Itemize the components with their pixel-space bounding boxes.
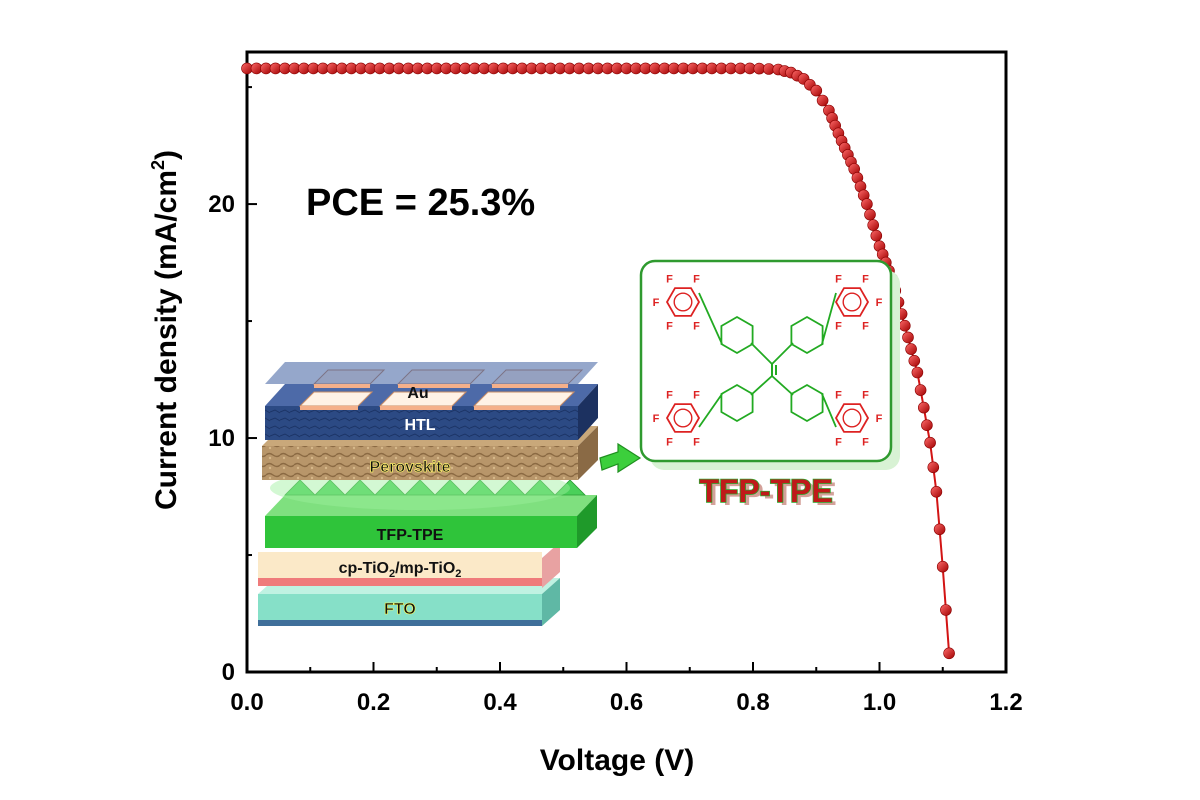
x-axis: 0.0 0.2 0.4 0.6 0.8 1.0 1.2 bbox=[230, 662, 1023, 716]
bond bbox=[771, 342, 794, 365]
bond bbox=[821, 292, 837, 345]
benzene-ring bbox=[790, 315, 824, 355]
y-tick-label: 10 bbox=[208, 425, 235, 452]
data-point bbox=[905, 343, 917, 355]
x-axis-title: Voltage (V) bbox=[540, 744, 694, 777]
data-point bbox=[816, 94, 829, 107]
layer-tio2-label: cp-TiO2/mp-TiO2 bbox=[339, 560, 462, 580]
x-tick-label: 0.0 bbox=[230, 689, 263, 716]
layer-tfp-tpe-label: TFP-TPE bbox=[377, 527, 444, 544]
fluorine-atom: F bbox=[693, 436, 700, 448]
fluorine-atom: F bbox=[666, 320, 673, 332]
data-point bbox=[864, 208, 876, 221]
data-point bbox=[933, 523, 946, 536]
data-point bbox=[914, 384, 927, 396]
fluorine-atom: F bbox=[835, 274, 842, 286]
fluorine-atom: F bbox=[653, 297, 660, 309]
data-point bbox=[908, 354, 921, 367]
x-tick-label: 0.4 bbox=[483, 689, 517, 716]
fluorine-atom: F bbox=[666, 274, 673, 286]
data-point bbox=[943, 647, 955, 660]
x-tick-label: 1.0 bbox=[863, 689, 896, 716]
layer-fto-label: FTO bbox=[384, 601, 416, 618]
data-point bbox=[898, 319, 911, 332]
data-point bbox=[810, 84, 823, 97]
molecule-name: TFP-TPE bbox=[699, 473, 832, 509]
bond bbox=[698, 292, 723, 345]
layer-tfp-tpe bbox=[265, 516, 577, 548]
data-point bbox=[940, 604, 952, 616]
layer-perovskite-label: Perovskite bbox=[370, 459, 451, 476]
x-tick-label: 0.6 bbox=[610, 689, 643, 716]
fluorine-atom: F bbox=[653, 413, 660, 425]
bond bbox=[771, 375, 794, 396]
benzene-ring bbox=[834, 403, 870, 433]
data-point bbox=[917, 401, 930, 414]
aromatic-circle bbox=[673, 292, 693, 312]
aromatic-circle bbox=[842, 292, 862, 312]
fluorine-atom: F bbox=[862, 436, 869, 448]
y-tick-label: 0 bbox=[222, 659, 235, 686]
x-tick-label: 0.2 bbox=[357, 689, 390, 716]
data-point bbox=[870, 229, 883, 242]
fluorine-atom: F bbox=[862, 320, 869, 332]
x-tick-label: 0.8 bbox=[736, 689, 769, 716]
y-axis: 0 10 20 bbox=[208, 86, 257, 686]
fluorine-atom: F bbox=[693, 274, 700, 286]
aromatic-circle bbox=[842, 408, 862, 428]
benzene-ring bbox=[720, 315, 754, 355]
layer-au-label: Au bbox=[407, 385, 428, 402]
data-point bbox=[911, 366, 924, 379]
x-tick-label: 1.2 bbox=[989, 689, 1022, 716]
bond bbox=[750, 375, 773, 396]
fluorine-atom: F bbox=[835, 390, 842, 402]
data-point bbox=[921, 419, 933, 432]
y-axis-title: Current density (mA/cm2) bbox=[148, 150, 183, 510]
layer-htl-label: HTL bbox=[404, 417, 435, 434]
data-point bbox=[927, 461, 940, 474]
layer-tio2 bbox=[258, 552, 542, 580]
device-stack-illustration: FTO cp-TiO2/mp-TiO2 TFP-TPE Perovskite H… bbox=[258, 362, 598, 626]
data-point bbox=[924, 436, 936, 449]
layer-htl bbox=[265, 406, 578, 440]
fluorine-atom: F bbox=[876, 413, 883, 425]
molecule-name-shadow: TFP-TPE bbox=[703, 476, 836, 512]
arrow-icon bbox=[599, 442, 642, 474]
benzene-ring bbox=[834, 287, 870, 317]
layer-fto bbox=[258, 594, 542, 624]
bond bbox=[698, 393, 723, 428]
benzene-ring bbox=[665, 287, 701, 317]
fluorine-atom: F bbox=[666, 390, 673, 402]
fluorine-atom: F bbox=[862, 274, 869, 286]
fluorine-atom: F bbox=[693, 390, 700, 402]
pce-annotation: PCE = 25.3% bbox=[306, 182, 535, 224]
fluorine-atom: F bbox=[666, 436, 673, 448]
bond bbox=[821, 393, 837, 428]
data-point bbox=[867, 219, 880, 231]
fluorine-atom: F bbox=[835, 436, 842, 448]
data-point bbox=[902, 331, 914, 344]
y-tick-label: 20 bbox=[208, 191, 235, 218]
data-point bbox=[861, 198, 873, 210]
bond bbox=[750, 342, 773, 365]
data-point bbox=[930, 485, 943, 498]
fluorine-atom: F bbox=[693, 320, 700, 332]
fluorine-atom: F bbox=[835, 320, 842, 332]
fluorine-atom: F bbox=[876, 297, 883, 309]
aromatic-circle bbox=[673, 408, 693, 428]
layer-perovskite bbox=[262, 446, 578, 480]
fluorine-atom: F bbox=[862, 390, 869, 402]
tfp-tpe-surface-texture bbox=[284, 479, 586, 496]
benzene-ring bbox=[665, 403, 701, 433]
data-point bbox=[936, 560, 949, 573]
